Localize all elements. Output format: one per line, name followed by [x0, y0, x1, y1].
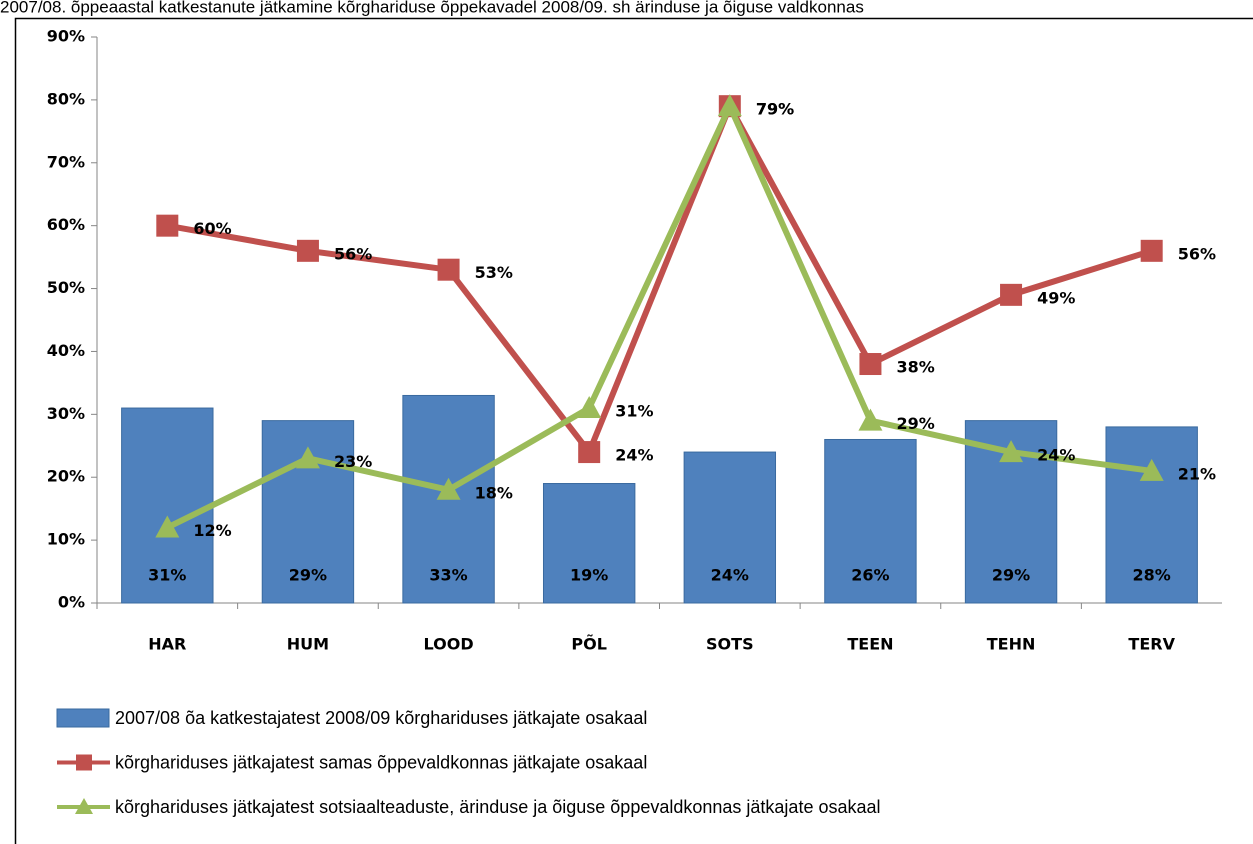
x-tick-label: TEEN: [847, 635, 893, 654]
marker: [578, 441, 601, 464]
data-label: 12%: [193, 521, 231, 540]
data-label: 24%: [1037, 446, 1075, 465]
data-label: 56%: [1178, 244, 1216, 263]
data-label: 19%: [570, 566, 608, 585]
x-tick-label: TERV: [1128, 635, 1175, 654]
legend-label: kõrghariduses jätkajatest sotsiaalteadus…: [115, 797, 881, 817]
y-tick-label: 50%: [47, 278, 85, 297]
legend-marker: [76, 754, 92, 771]
bar: [1105, 426, 1198, 604]
data-label: 21%: [1178, 464, 1216, 483]
data-label: 31%: [148, 566, 186, 585]
x-tick-label: HAR: [148, 635, 186, 654]
bar: [683, 451, 777, 604]
legend-label: kõrghariduses jätkajatest samas õppevald…: [115, 752, 647, 772]
marker: [436, 477, 461, 500]
data-label: 38%: [896, 358, 934, 377]
x-tick-label: TEHN: [987, 635, 1036, 654]
data-label: 24%: [615, 446, 653, 465]
marker: [999, 440, 1024, 463]
data-label: 33%: [429, 566, 467, 585]
data-label: 29%: [289, 566, 327, 585]
marker: [577, 396, 602, 419]
legend-label: 2007/08 õa katkestajatest 2008/09 kõrgha…: [115, 708, 647, 728]
marker: [295, 446, 320, 469]
marker: [156, 214, 179, 237]
line: [165, 103, 1153, 531]
bar: [824, 438, 917, 604]
x-tick-label: HUM: [287, 635, 329, 654]
marker: [296, 239, 319, 262]
y-tick-label: 40%: [47, 341, 85, 360]
data-label: 79%: [756, 100, 794, 119]
marker: [858, 408, 883, 431]
x-tick-label: PÕL: [571, 635, 607, 654]
y-tick-label: 90%: [47, 27, 85, 46]
x-tick-label: SOTS: [706, 635, 754, 654]
marker: [437, 258, 460, 281]
data-label: 79%: [756, 100, 794, 119]
y-tick-label: 20%: [47, 467, 85, 486]
marker: [717, 94, 742, 117]
data-label: 18%: [475, 483, 513, 502]
frame: [14, 17, 1253, 844]
x-tick-label: LOOD: [424, 635, 474, 654]
y-tick-label: 0%: [58, 593, 85, 612]
data-label: 24%: [711, 566, 749, 585]
marker: [1139, 458, 1164, 481]
y-tick-label: 60%: [47, 215, 85, 234]
data-label: 29%: [992, 566, 1030, 585]
bar: [542, 483, 636, 604]
data-label: 26%: [851, 566, 889, 585]
marker: [1140, 239, 1163, 262]
data-label: 53%: [475, 263, 513, 282]
y-tick-label: 70%: [47, 152, 85, 171]
y-tick-label: 30%: [47, 404, 85, 423]
bar: [121, 407, 214, 604]
data-label: 23%: [334, 452, 372, 471]
data-label: 49%: [1037, 288, 1075, 307]
data-label: 29%: [896, 414, 934, 433]
legend-swatch: [56, 708, 110, 728]
chart-title: 2007/08. õppeaastal katkestanute jätkami…: [0, 0, 864, 16]
data-label: 31%: [615, 402, 653, 421]
marker: [859, 353, 882, 376]
legend-marker: [75, 798, 93, 814]
y-tick-label: 80%: [47, 89, 85, 108]
data-label: 60%: [193, 219, 231, 238]
line: [166, 103, 1153, 456]
data-label: 56%: [334, 244, 372, 263]
marker: [155, 515, 180, 538]
y-tick-label: 10%: [47, 530, 85, 549]
marker: [1000, 283, 1023, 306]
data-label: 28%: [1133, 566, 1171, 585]
